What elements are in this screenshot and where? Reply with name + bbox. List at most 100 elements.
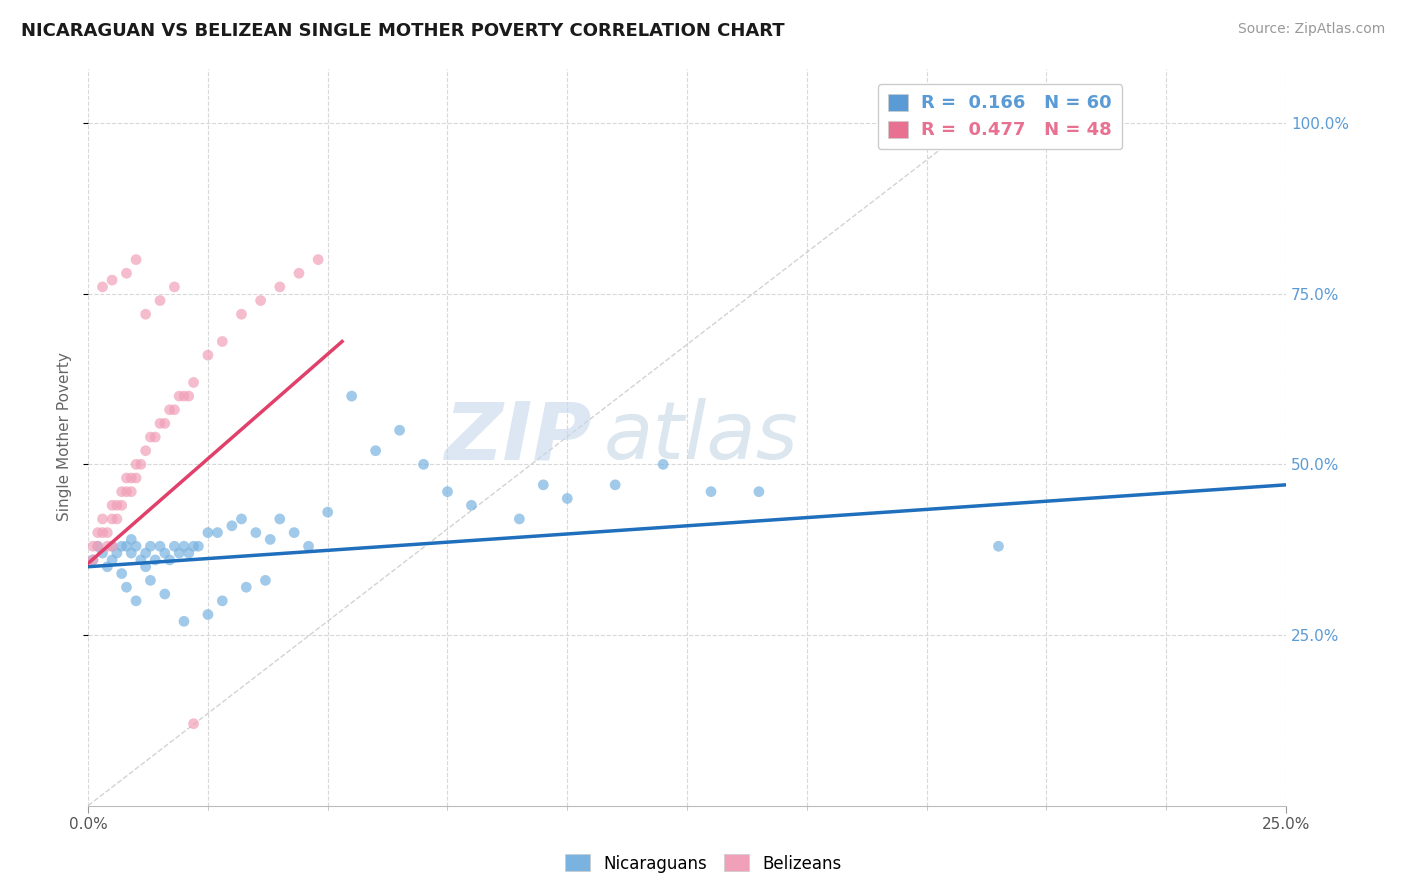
Point xyxy=(101,512,124,526)
Point xyxy=(249,293,271,308)
Point xyxy=(120,484,142,499)
Point xyxy=(105,546,128,560)
Point xyxy=(120,471,142,485)
Point xyxy=(82,539,104,553)
Point xyxy=(120,546,142,560)
Point xyxy=(207,525,229,540)
Point xyxy=(120,533,142,547)
Point xyxy=(143,430,166,444)
Point xyxy=(125,471,148,485)
Point xyxy=(135,559,157,574)
Point xyxy=(149,539,172,553)
Point xyxy=(139,539,162,553)
Point xyxy=(460,498,482,512)
Point xyxy=(87,539,110,553)
Point xyxy=(388,423,411,437)
Point xyxy=(340,389,363,403)
Point xyxy=(652,458,675,472)
Point xyxy=(82,553,104,567)
Point xyxy=(87,539,110,553)
Text: atlas: atlas xyxy=(603,398,799,476)
Point xyxy=(167,546,190,560)
Point xyxy=(115,266,138,280)
Point xyxy=(173,615,195,629)
Point xyxy=(96,525,118,540)
Point xyxy=(101,539,124,553)
Point xyxy=(197,525,219,540)
Point xyxy=(129,553,152,567)
Point xyxy=(143,553,166,567)
Point xyxy=(748,484,770,499)
Point xyxy=(987,539,1010,553)
Point xyxy=(115,580,138,594)
Point xyxy=(135,546,157,560)
Point xyxy=(96,539,118,553)
Legend: Nicaraguans, Belizeans: Nicaraguans, Belizeans xyxy=(558,847,848,880)
Point xyxy=(101,273,124,287)
Point xyxy=(173,389,195,403)
Point xyxy=(508,512,530,526)
Point xyxy=(111,484,134,499)
Point xyxy=(105,512,128,526)
Point xyxy=(96,559,118,574)
Point xyxy=(231,307,253,321)
Point xyxy=(283,525,305,540)
Point xyxy=(231,512,253,526)
Point xyxy=(183,376,205,390)
Point xyxy=(115,539,138,553)
Point xyxy=(211,334,233,349)
Point xyxy=(163,280,186,294)
Legend: R =  0.166   N = 60, R =  0.477   N = 48: R = 0.166 N = 60, R = 0.477 N = 48 xyxy=(877,84,1122,149)
Point xyxy=(149,417,172,431)
Point xyxy=(139,430,162,444)
Point xyxy=(111,498,134,512)
Point xyxy=(605,478,627,492)
Point xyxy=(91,546,114,560)
Point xyxy=(269,512,291,526)
Point xyxy=(159,402,181,417)
Point xyxy=(82,553,104,567)
Point xyxy=(173,539,195,553)
Point xyxy=(183,539,205,553)
Point xyxy=(153,417,176,431)
Point xyxy=(91,280,114,294)
Point xyxy=(111,539,134,553)
Text: ZIP: ZIP xyxy=(444,398,592,476)
Point xyxy=(235,580,257,594)
Point xyxy=(269,280,291,294)
Point xyxy=(125,594,148,608)
Point xyxy=(125,539,148,553)
Point xyxy=(149,293,172,308)
Text: Source: ZipAtlas.com: Source: ZipAtlas.com xyxy=(1237,22,1385,37)
Point xyxy=(183,716,205,731)
Point xyxy=(211,594,233,608)
Point xyxy=(101,498,124,512)
Y-axis label: Single Mother Poverty: Single Mother Poverty xyxy=(58,352,72,522)
Point xyxy=(259,533,281,547)
Point xyxy=(197,607,219,622)
Point xyxy=(153,587,176,601)
Point xyxy=(105,498,128,512)
Point xyxy=(700,484,723,499)
Point xyxy=(288,266,311,280)
Point xyxy=(129,458,152,472)
Point xyxy=(87,525,110,540)
Point xyxy=(125,458,148,472)
Point xyxy=(436,484,458,499)
Point xyxy=(135,307,157,321)
Point xyxy=(187,539,209,553)
Point xyxy=(197,348,219,362)
Point xyxy=(139,574,162,588)
Point xyxy=(364,443,387,458)
Point xyxy=(177,389,200,403)
Point xyxy=(555,491,578,506)
Point xyxy=(101,553,124,567)
Point xyxy=(125,252,148,267)
Point xyxy=(91,525,114,540)
Point xyxy=(115,471,138,485)
Point xyxy=(254,574,277,588)
Point xyxy=(316,505,339,519)
Point xyxy=(167,389,190,403)
Point xyxy=(245,525,267,540)
Point xyxy=(91,512,114,526)
